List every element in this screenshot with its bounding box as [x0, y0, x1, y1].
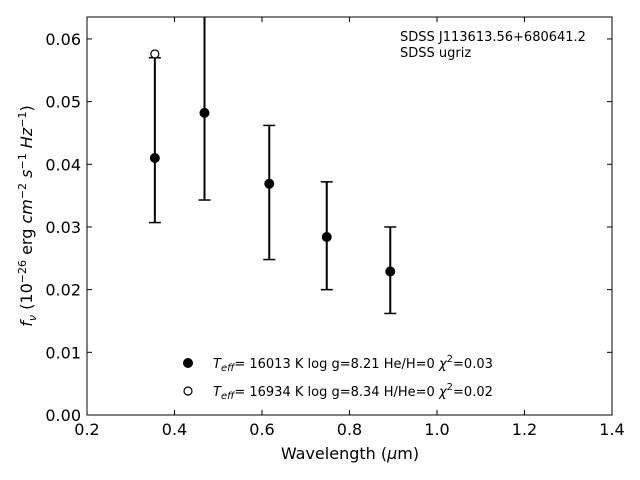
error-bars [148, 17, 397, 315]
x-tick-label: 0.8 [337, 420, 362, 439]
data-point-filled [321, 231, 332, 242]
legend-marker-open [183, 386, 193, 396]
axis-ticks [86, 17, 613, 416]
annotation-filter-set: SDSS ugriz [400, 46, 471, 61]
y-tick-label: 0.04 [45, 155, 81, 174]
legend-entry-2: Teff= 16934 K log g=8.34 H/He=0 χ2=0.02 [213, 382, 493, 402]
y-tick-label: 0.00 [45, 406, 81, 425]
x-tick-label: 1.0 [424, 420, 449, 439]
y-tick-label: 0.01 [45, 343, 81, 362]
data-point-filled [199, 107, 210, 118]
x-tick-label: 1.2 [512, 420, 537, 439]
x-tick-label: 0.4 [162, 420, 187, 439]
legend-entry-1: Teff= 16013 K log g=8.21 He/H=0 χ2=0.03 [213, 354, 493, 374]
x-tick-label: 0.6 [249, 420, 274, 439]
legend-marker-filled [183, 358, 193, 368]
legend: Teff= 16013 K log g=8.21 He/H=0 χ2=0.03 … [183, 354, 493, 402]
x-tick-labels: 0.2 0.4 0.6 0.8 1.0 1.2 1.4 [74, 420, 624, 439]
y-tick-label: 0.03 [45, 218, 81, 237]
x-axis-label: Wavelength (μm) [281, 444, 419, 463]
annotation-object-name: SDSS J113613.56+680641.2 [400, 30, 586, 45]
data-point-filled [385, 266, 396, 277]
y-tick-label: 0.02 [45, 281, 81, 300]
y-tick-label: 0.06 [45, 30, 81, 49]
data-point-filled [149, 153, 160, 164]
y-tick-labels: 0.00 0.01 0.02 0.03 0.04 0.05 0.06 [45, 30, 81, 425]
plot-frame [86, 16, 613, 416]
x-tick-label: 1.4 [599, 420, 624, 439]
x-tick-label: 0.2 [74, 420, 99, 439]
data-points [149, 49, 396, 277]
data-point-open [150, 49, 160, 59]
data-point-filled [264, 178, 275, 189]
y-axis-label: fν (10−26 erg cm−2 s−1 Hz−1) [16, 105, 39, 326]
y-tick-label: 0.05 [45, 93, 81, 112]
